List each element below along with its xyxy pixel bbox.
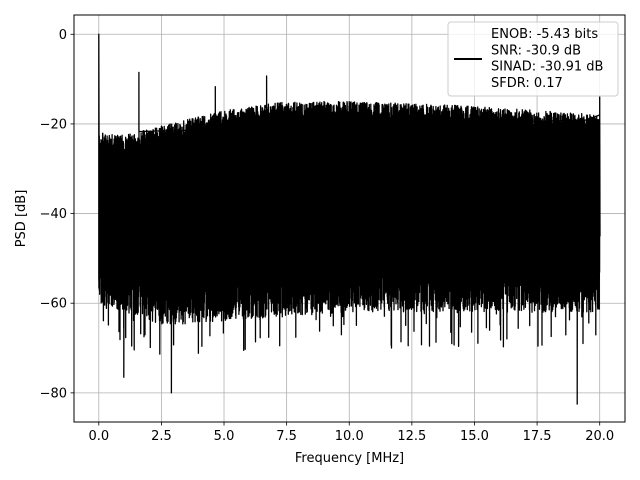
x-tick-label: 15.0 xyxy=(460,429,489,444)
plot-area xyxy=(98,33,601,405)
y-tick-label: −80 xyxy=(40,386,67,401)
y-axis-label: PSD [dB] xyxy=(14,190,29,248)
legend-entry-line: SNR: -30.9 dB xyxy=(491,43,581,58)
psd-series-line xyxy=(98,33,601,405)
x-tick-label: 0.0 xyxy=(88,429,109,444)
x-tick-label: 12.5 xyxy=(397,429,426,444)
ticks: 0.0 2.5 5.0 7.5 10.0 12.5 15.0 17.5 20.0 0 −20 −40 −… xyxy=(40,28,615,444)
legend-entry-line: ENOB: -5.43 bits xyxy=(491,27,598,42)
x-axis-label: Frequency [MHz] xyxy=(295,451,404,466)
x-tick-label: 7.5 xyxy=(276,429,297,444)
legend-entry-line: SINAD: -30.91 dB xyxy=(491,60,603,75)
x-tick-label: 20.0 xyxy=(585,429,614,444)
x-tick-label: 2.5 xyxy=(151,429,172,444)
x-tick-label: 10.0 xyxy=(335,429,364,444)
x-tick-label: 5.0 xyxy=(214,429,235,444)
y-tick-label: 0 xyxy=(59,28,67,43)
y-tick-label: −20 xyxy=(40,117,67,132)
x-tick-label: 17.5 xyxy=(523,429,552,444)
legend-entry-line: SFDR: 0.17 xyxy=(491,76,563,91)
y-tick-label: −40 xyxy=(40,207,67,222)
y-tick-label: −60 xyxy=(40,297,67,312)
legend-box xyxy=(447,21,619,97)
